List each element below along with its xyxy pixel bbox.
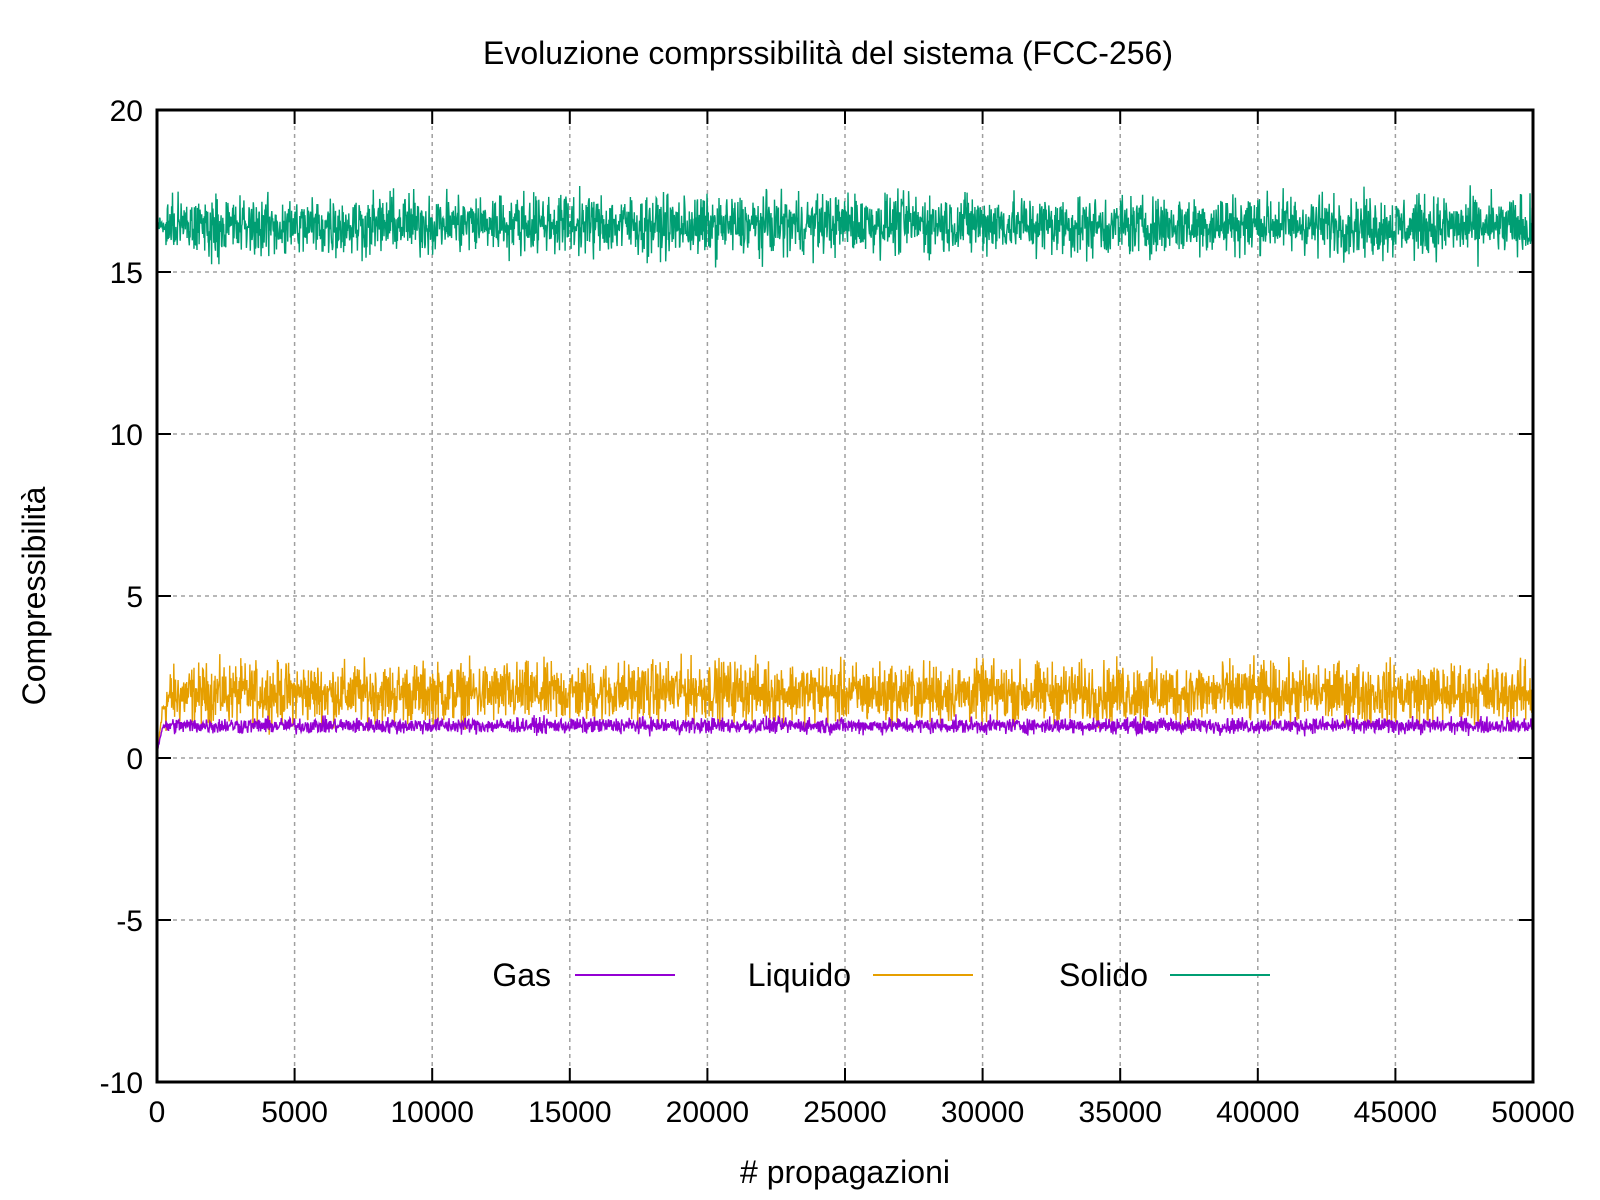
x-tick-label: 10000 — [390, 1096, 473, 1129]
x-tick-label: 5000 — [261, 1096, 328, 1129]
x-tick-label: 15000 — [528, 1096, 611, 1129]
y-tick-label: 10 — [110, 419, 143, 452]
legend-label-liquido: Liquido — [748, 957, 851, 993]
x-tick-label: 40000 — [1216, 1096, 1299, 1129]
chart-title: Evoluzione comprssibilità del sistema (F… — [483, 35, 1173, 71]
y-tick-label: 20 — [110, 95, 143, 128]
x-tick-label: 25000 — [803, 1096, 886, 1129]
series-line-solido — [156, 185, 1534, 268]
y-tick-label: -10 — [100, 1067, 143, 1100]
legend-label-gas: Gas — [492, 957, 551, 993]
y-axis-label: Compressibilità — [16, 486, 52, 705]
tick-labels: 0 5000 10000 15000 20000 25000 30000 35000 40000… — [100, 95, 1575, 1129]
x-tick-label: 0 — [149, 1096, 166, 1129]
x-tick-label: 35000 — [1078, 1096, 1161, 1129]
x-axis-label: # propagazioni — [740, 1154, 950, 1190]
y-tick-label: 5 — [126, 581, 143, 614]
legend: Gas Liquido Solido — [492, 957, 1270, 993]
x-tick-label: 20000 — [666, 1096, 749, 1129]
x-tick-label: 50000 — [1491, 1096, 1574, 1129]
y-tick-label: 0 — [126, 743, 143, 776]
x-tick-label: 30000 — [941, 1096, 1024, 1129]
grid — [157, 110, 1533, 1082]
y-tick-label: -5 — [116, 905, 143, 938]
x-tick-label: 45000 — [1354, 1096, 1437, 1129]
y-tick-label: 15 — [110, 257, 143, 290]
ticks — [156, 109, 1534, 1083]
series-layer — [156, 185, 1534, 758]
series-line-gas — [156, 714, 1534, 753]
series-line-liquido — [156, 653, 1534, 758]
legend-label-solido: Solido — [1059, 957, 1148, 993]
